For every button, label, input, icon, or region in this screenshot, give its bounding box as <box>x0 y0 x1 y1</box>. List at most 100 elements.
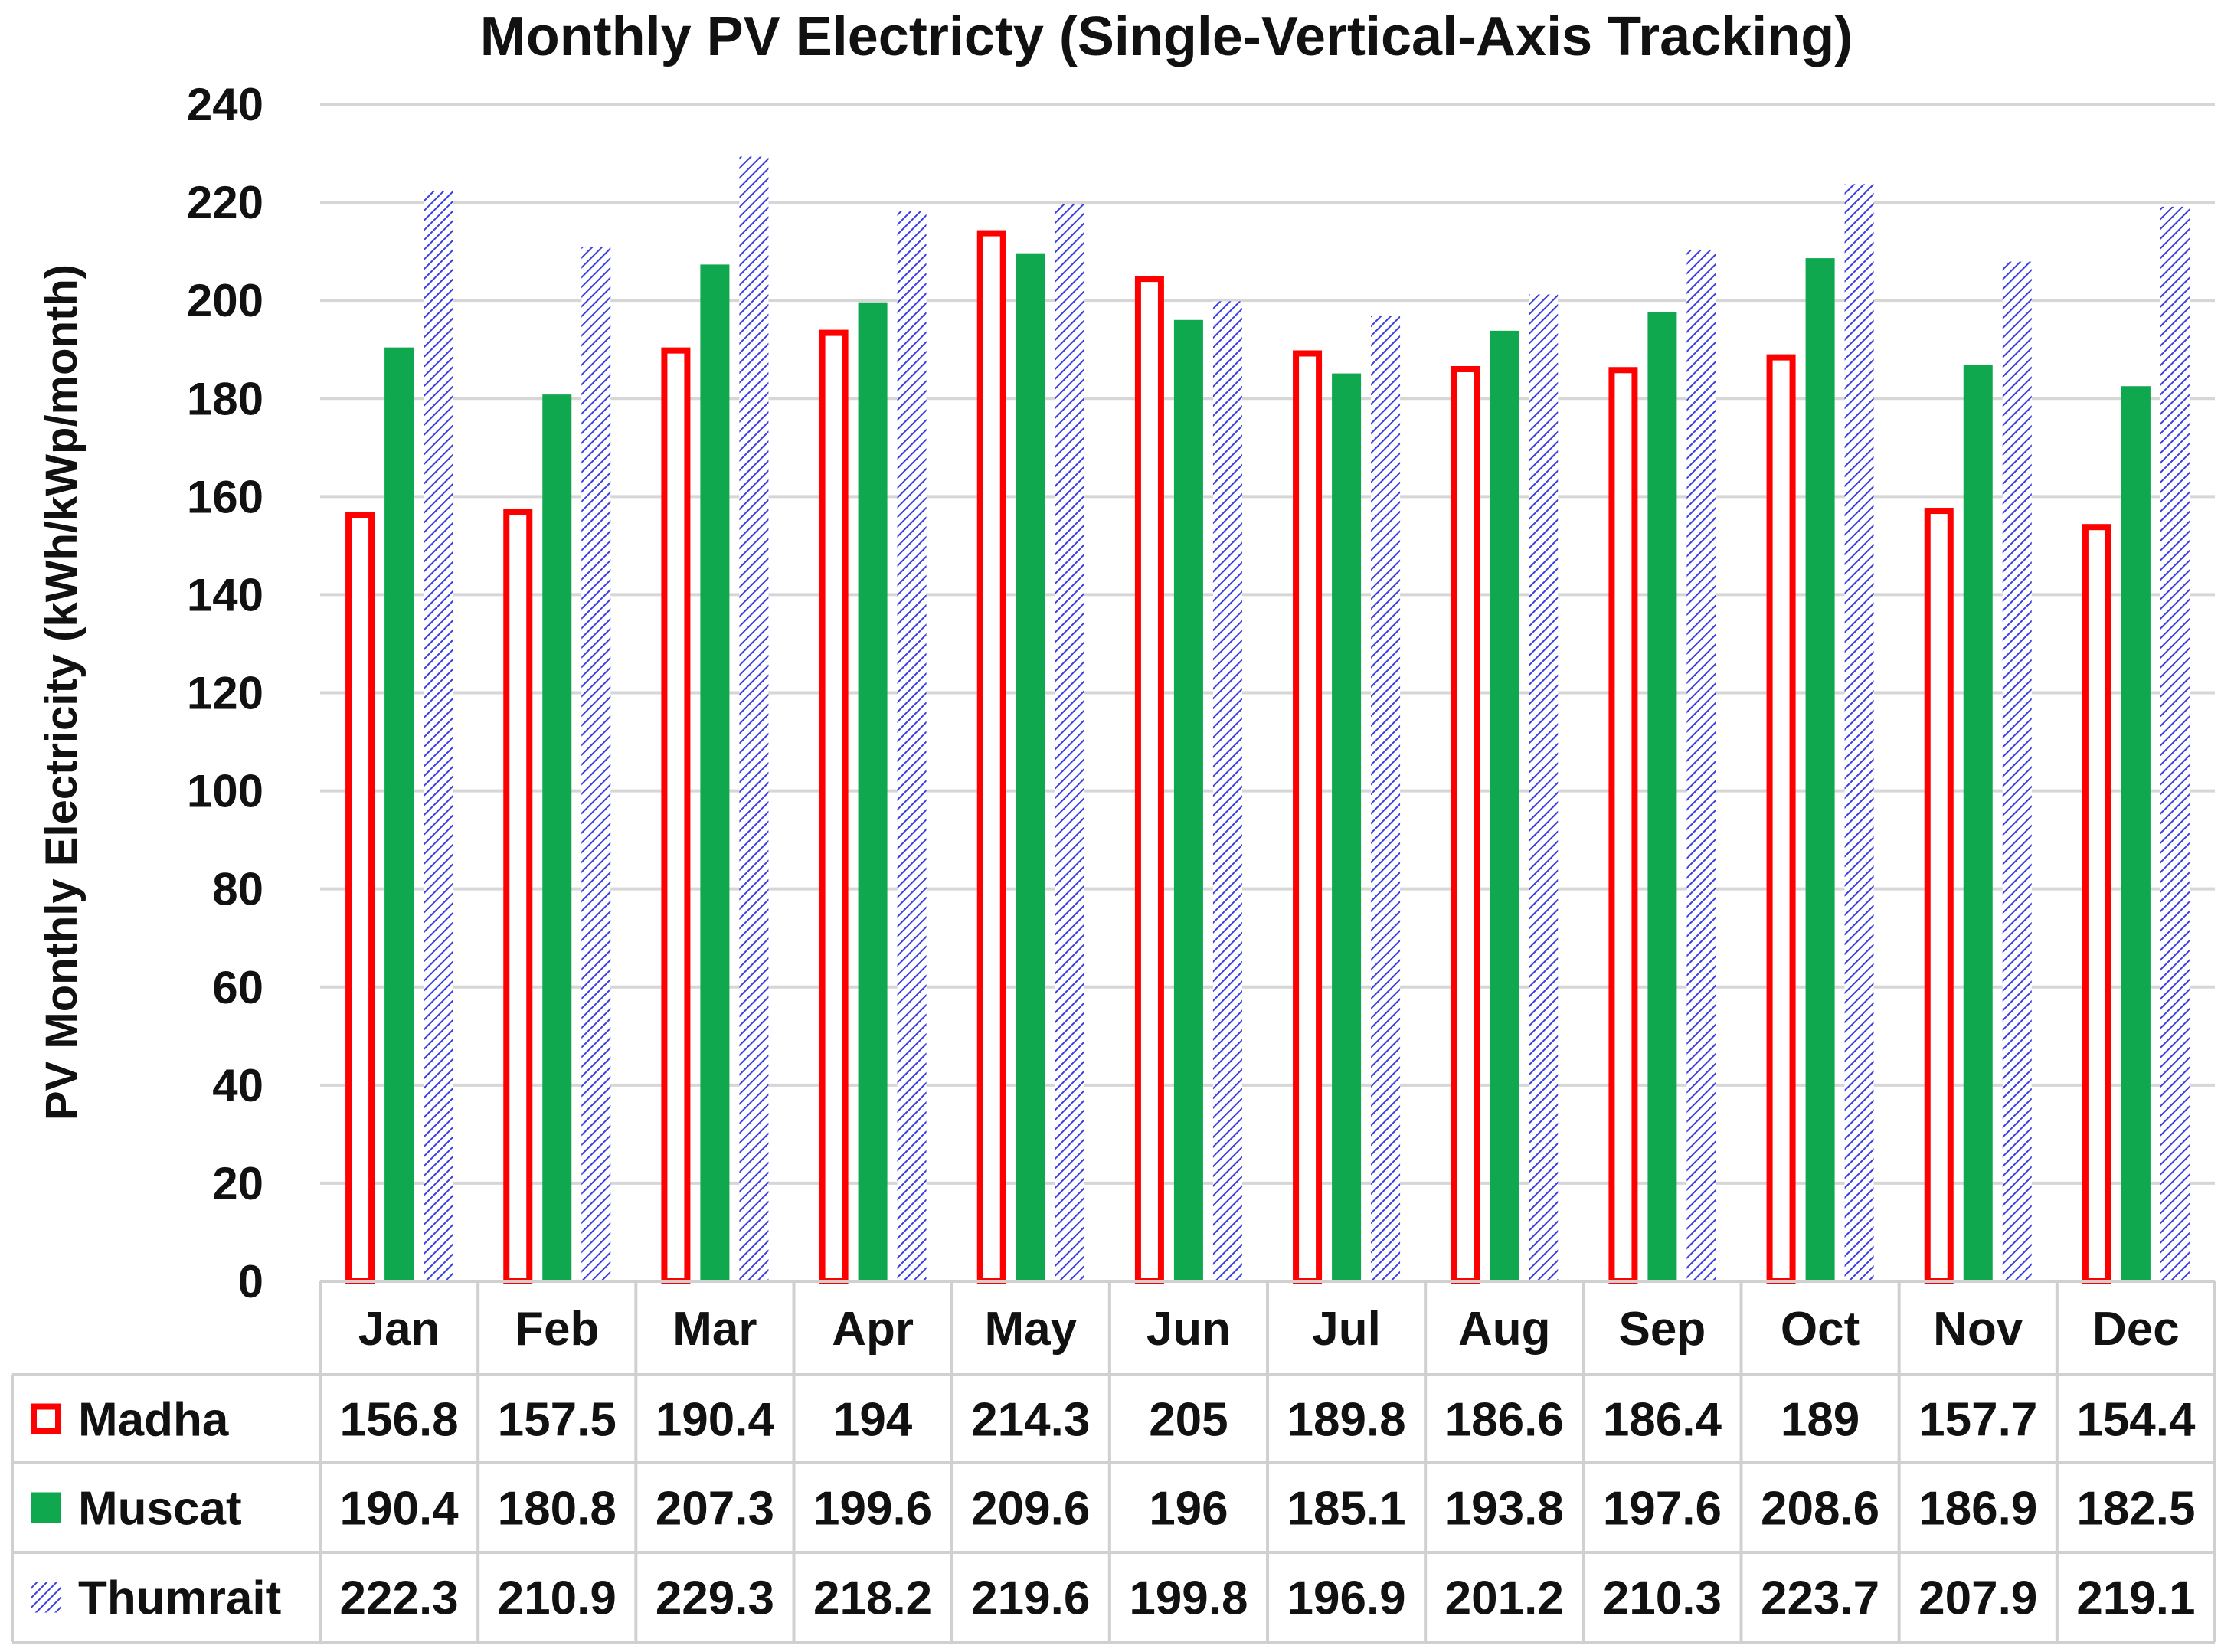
data-table: Jan Feb Mar Apr May Jun Jul Aug Sep Oct Nov Dec Madh… <box>11 1280 2216 1644</box>
bar-madha-mar <box>661 347 691 1285</box>
bar-madha-may <box>976 230 1006 1285</box>
bar-thumrait-jul <box>1371 316 1401 1282</box>
data-label: 223.7 <box>1761 1572 1879 1625</box>
data-label: 186.4 <box>1603 1394 1722 1447</box>
data-label: 189.8 <box>1287 1394 1406 1447</box>
category-label: May <box>984 1303 1077 1356</box>
data-label: 186.9 <box>1918 1483 2037 1536</box>
chart-title: Monthly PV Electricty (Single-Vertical-A… <box>480 6 1853 67</box>
y-tick-label: 180 <box>187 373 263 424</box>
bar-thumrait-feb <box>581 247 611 1282</box>
data-label: 154.4 <box>2076 1394 2196 1447</box>
data-label: 190.4 <box>656 1394 775 1447</box>
bar-muscat-feb <box>542 394 572 1281</box>
data-label: 190.4 <box>340 1483 460 1536</box>
data-label: 157.7 <box>1918 1394 2037 1447</box>
data-label: 219.6 <box>971 1572 1090 1625</box>
data-label: 208.6 <box>1761 1483 1879 1536</box>
legend-label-muscat: Muscat <box>78 1483 242 1536</box>
data-label: 196 <box>1149 1483 1228 1536</box>
bar-thumrait-nov <box>2002 261 2032 1282</box>
data-label: 210.9 <box>498 1572 617 1625</box>
data-label: 218.2 <box>813 1572 932 1625</box>
legend-key-muscat <box>31 1492 61 1523</box>
bar-thumrait-mar <box>739 156 769 1282</box>
category-label: Dec <box>2092 1303 2180 1356</box>
legend-label-madha: Madha <box>78 1394 229 1447</box>
category-label: Nov <box>1933 1303 2023 1356</box>
bar-muscat-aug <box>1490 330 1519 1281</box>
bar-thumrait-aug <box>1529 294 1559 1281</box>
data-label: 194 <box>833 1394 913 1447</box>
category-label: Sep <box>1619 1303 1706 1356</box>
y-tick-label: 80 <box>212 864 263 915</box>
y-tick-label: 100 <box>187 766 263 817</box>
data-label: 209.6 <box>971 1483 1090 1536</box>
data-label: 197.6 <box>1603 1483 1722 1536</box>
bar-madha-dec <box>2082 524 2111 1284</box>
bar-muscat-may <box>1016 253 1045 1282</box>
legend-key-madha <box>31 1403 61 1434</box>
category-label: Feb <box>515 1303 599 1356</box>
data-label: 185.1 <box>1287 1483 1406 1536</box>
category-label: Jul <box>1312 1303 1381 1356</box>
data-label: 207.3 <box>656 1483 774 1536</box>
bar-madha-feb <box>503 509 533 1284</box>
y-tick-label: 220 <box>187 177 263 228</box>
category-label: Aug <box>1458 1303 1551 1356</box>
category-label: Mar <box>672 1303 757 1356</box>
bar-thumrait-oct <box>1844 184 1874 1281</box>
category-label: Jan <box>358 1303 440 1356</box>
bar-madha-jul <box>1293 350 1323 1285</box>
data-label: 205 <box>1149 1394 1228 1447</box>
bar-madha-oct <box>1766 354 1796 1284</box>
y-tick-label: 20 <box>212 1158 263 1209</box>
bar-madha-nov <box>1924 508 1954 1284</box>
data-label: 182.5 <box>2076 1483 2195 1536</box>
data-label: 199.8 <box>1129 1572 1248 1625</box>
y-tick-label: 120 <box>187 668 263 719</box>
bar-thumrait-may <box>1055 204 1084 1281</box>
bar-madha-jun <box>1134 276 1164 1284</box>
data-label: 157.5 <box>498 1394 617 1447</box>
y-tick-label: 160 <box>187 471 263 522</box>
data-label: 229.3 <box>656 1572 774 1625</box>
data-label: 156.8 <box>340 1394 459 1447</box>
category-label: Apr <box>832 1303 914 1356</box>
bar-madha-jan <box>345 512 375 1284</box>
bar-thumrait-apr <box>897 211 927 1281</box>
legend-key-thumrait <box>31 1582 61 1613</box>
data-label: 193.8 <box>1445 1483 1564 1536</box>
data-label: 207.9 <box>1918 1572 2037 1625</box>
gridlines <box>320 103 2215 1185</box>
bars <box>345 156 2190 1285</box>
bar-thumrait-jun <box>1212 301 1242 1281</box>
y-tick-label: 40 <box>212 1060 263 1111</box>
y-tick-label: 240 <box>187 79 263 130</box>
bar-muscat-nov <box>1963 365 1993 1281</box>
data-label: 214.3 <box>971 1394 1090 1447</box>
bar-thumrait-jan <box>424 191 453 1281</box>
y-axis-label: PV Monthly Electricity (kWh/kWp/month) <box>37 264 87 1120</box>
data-label: 180.8 <box>498 1483 617 1536</box>
y-tick-label: 0 <box>238 1256 263 1307</box>
bar-muscat-jul <box>1332 373 1362 1281</box>
bar-madha-apr <box>819 329 849 1284</box>
bar-madha-sep <box>1608 367 1638 1285</box>
bar-madha-aug <box>1451 365 1480 1284</box>
bar-muscat-oct <box>1805 258 1835 1281</box>
y-tick-label: 140 <box>187 569 263 620</box>
data-label: 196.9 <box>1287 1572 1406 1625</box>
data-label: 201.2 <box>1445 1572 1564 1625</box>
bar-muscat-mar <box>700 264 730 1281</box>
y-tick-labels: 0 20 40 60 80 100 120 140 160 180 200 220 240 <box>187 79 263 1307</box>
data-label: 210.3 <box>1603 1572 1722 1625</box>
bar-thumrait-dec <box>2160 206 2190 1282</box>
data-label: 186.6 <box>1445 1394 1564 1447</box>
data-label: 219.1 <box>2076 1572 2195 1625</box>
bar-muscat-dec <box>2121 386 2151 1281</box>
data-label: 189 <box>1781 1394 1860 1447</box>
bar-muscat-apr <box>858 302 888 1282</box>
